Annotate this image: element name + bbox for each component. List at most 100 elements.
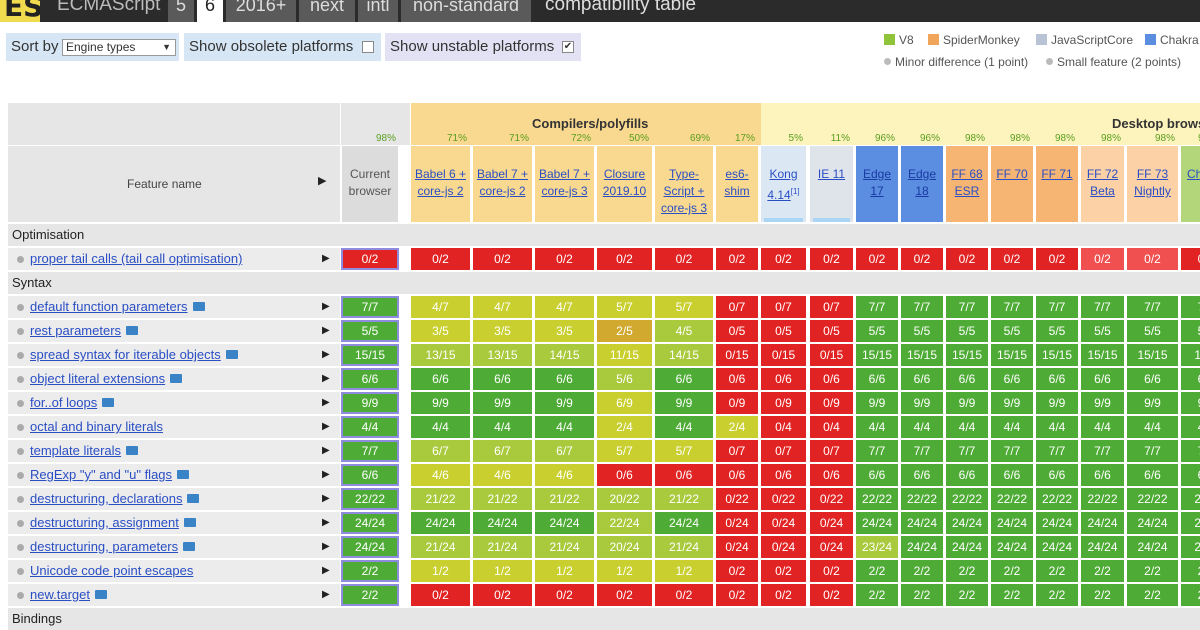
result-cell: 7/7 (991, 440, 1033, 462)
feature-link[interactable]: destructuring, assignment (30, 512, 196, 534)
tab-intl[interactable]: intl (358, 0, 398, 22)
result-cell: 0/22 (716, 488, 758, 510)
expand-row-icon[interactable]: ▶ (322, 541, 330, 552)
feature-link[interactable]: proper tail calls (tail call optimisatio… (30, 248, 242, 270)
browser-header[interactable]: IE 11 (810, 146, 853, 222)
browser-link[interactable]: Edge 18 (907, 167, 937, 198)
spec-flag-icon[interactable] (170, 374, 183, 383)
browser-header[interactable]: Babel 6 + core-js 2 (411, 146, 470, 222)
unstable-checkbox[interactable]: ✔ (562, 41, 574, 53)
tab-next[interactable]: next (299, 0, 355, 22)
browser-link[interactable]: Kong 4.14 (767, 167, 798, 202)
browser-header[interactable]: Closure 2019.10 (597, 146, 652, 222)
result-cell: 4/4 (991, 416, 1033, 438)
browser-header[interactable]: Type-Script + core-js 3 (655, 146, 713, 222)
expand-row-icon[interactable]: ▶ (322, 565, 330, 576)
browser-header[interactable]: FF 70 (991, 146, 1033, 222)
browser-header[interactable]: Ch O (1181, 146, 1200, 222)
table-row: rest parameters ▶ (8, 320, 340, 342)
spec-flag-icon[interactable] (225, 350, 238, 359)
obsolete-toggle[interactable]: Show obsolete platforms (184, 33, 381, 61)
tab-non-standard[interactable]: non-standard (401, 0, 531, 22)
result-cell: 7/7 (1127, 296, 1178, 318)
spec-flag-icon[interactable] (187, 494, 200, 503)
browser-link[interactable]: Type-Script + core-js 3 (660, 167, 707, 215)
browser-header[interactable]: es6-shim (716, 146, 758, 222)
feature-link[interactable]: new.target (30, 584, 107, 606)
expand-row-icon[interactable]: ▶ (322, 589, 330, 600)
spec-flag-icon[interactable] (183, 518, 196, 527)
browser-link[interactable]: FF 73 Nightly (1134, 167, 1171, 198)
browser-link[interactable]: FF 72 Beta (1086, 167, 1119, 198)
spec-flag-icon[interactable] (95, 590, 107, 599)
feature-link[interactable]: Unicode code point escapes (30, 560, 193, 582)
browser-header[interactable]: Edge 18 (901, 146, 943, 222)
browser-link[interactable]: FF 71 (1041, 167, 1073, 181)
browser-link[interactable]: Babel 6 + core-js 2 (414, 167, 467, 198)
expand-row-icon[interactable]: ▶ (322, 325, 330, 336)
legend-chakra: Chakra (1145, 33, 1199, 47)
browser-link[interactable]: es6-shim (724, 167, 750, 198)
result-cell: 4/4 (1036, 416, 1078, 438)
browser-header[interactable]: Edge 17 (856, 146, 898, 222)
browser-link[interactable]: FF 70 (996, 167, 1028, 181)
expand-row-icon[interactable]: ▶ (322, 301, 330, 312)
feature-link[interactable]: template literals (30, 440, 139, 462)
expand-row-icon[interactable]: ▶ (322, 517, 330, 528)
tab-es6[interactable]: 6 (197, 0, 223, 22)
feature-link[interactable]: RegExp "y" and "u" flags (30, 464, 190, 486)
expand-row-icon[interactable]: ▶ (322, 349, 330, 360)
feature-link[interactable]: for..of loops (30, 392, 115, 414)
result-cell: 6/6 (901, 368, 943, 390)
spec-flag-icon[interactable] (183, 542, 196, 551)
expand-row-icon[interactable]: ▶ (322, 445, 330, 456)
spec-flag-icon[interactable] (126, 326, 139, 335)
expand-row-icon[interactable]: ▶ (322, 493, 330, 504)
feature-link[interactable]: object literal extensions (30, 368, 183, 390)
feature-link[interactable]: octal and binary literals (30, 416, 163, 438)
browser-link[interactable]: Edge 17 (862, 167, 892, 198)
browser-link[interactable]: IE 11 (817, 167, 846, 181)
expand-all-icon[interactable]: ▶ (318, 175, 327, 187)
support-bar (813, 218, 850, 222)
browser-header[interactable]: FF 73 Nightly (1127, 146, 1178, 222)
expand-row-icon[interactable]: ▶ (322, 253, 330, 264)
result-cell: 0/6 (761, 368, 806, 390)
feature-link[interactable]: destructuring, declarations (30, 488, 200, 510)
tab-es2016[interactable]: 2016+ (226, 0, 296, 22)
sort-label: Sort by (11, 38, 59, 55)
expand-row-icon[interactable]: ▶ (322, 469, 330, 480)
browser-link[interactable]: Closure 2019.10 (602, 167, 647, 198)
sort-select[interactable]: Engine types ▼ (62, 39, 176, 56)
feature-link[interactable]: rest parameters (30, 320, 139, 342)
browser-header[interactable]: Babel 7 + core-js 3 (535, 146, 594, 222)
obsolete-checkbox[interactable] (362, 41, 374, 53)
browser-pct: 50% (628, 133, 649, 144)
browser-header[interactable]: FF 71 (1036, 146, 1078, 222)
browser-note[interactable]: [1] (790, 187, 800, 196)
browser-header[interactable]: Kong 4.14[1] (761, 146, 806, 222)
feature-link[interactable]: default function parameters (30, 296, 205, 318)
spec-flag-icon[interactable] (177, 470, 190, 479)
unstable-toggle[interactable]: Show unstable platforms ✔ (385, 33, 581, 61)
es-logo[interactable]: ES (0, 0, 40, 22)
result-cell: 0/7 (810, 296, 853, 318)
browser-link[interactable]: Babel 7 + core-js 3 (538, 167, 591, 198)
spec-flag-icon[interactable] (192, 302, 205, 311)
expand-row-icon[interactable]: ▶ (322, 373, 330, 384)
expand-row-icon[interactable]: ▶ (322, 421, 330, 432)
feature-link[interactable]: destructuring, parameters (30, 536, 196, 558)
browser-header[interactable]: Babel 7 + core-js 2 (473, 146, 532, 222)
browser-header[interactable]: FF 68 ESR (946, 146, 988, 222)
browser-link[interactable]: FF 68 ESR (951, 167, 983, 198)
browser-link[interactable]: Babel 7 + core-js 2 (476, 167, 529, 198)
feature-name-header[interactable]: Feature name ▶ (8, 146, 340, 222)
expand-row-icon[interactable]: ▶ (322, 397, 330, 408)
tab-es5[interactable]: 5 (168, 0, 194, 22)
feature-link[interactable]: spread syntax for iterable objects (30, 344, 238, 366)
legend-small: Small feature (2 points) (1046, 55, 1181, 69)
browser-link[interactable]: Ch O (1186, 167, 1200, 181)
spec-flag-icon[interactable] (126, 446, 139, 455)
spec-flag-icon[interactable] (102, 398, 115, 407)
browser-header[interactable]: FF 72 Beta (1081, 146, 1124, 222)
